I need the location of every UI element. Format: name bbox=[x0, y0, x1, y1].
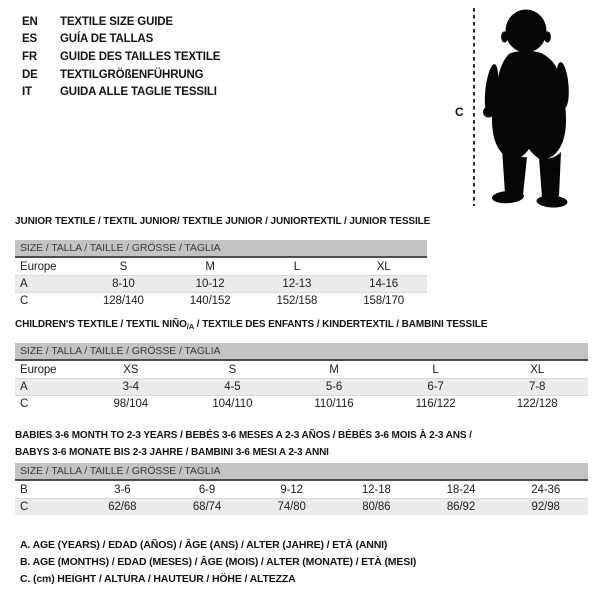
table-cell: 110/116 bbox=[314, 398, 354, 410]
size-header-bar: SIZE / TALLA / TAILLE / GRÖSSE / TAGLIA bbox=[15, 343, 588, 361]
row-label: Europe bbox=[20, 363, 57, 376]
language-label: TEXTILE SIZE GUIDE bbox=[60, 15, 173, 28]
language-code: IT bbox=[22, 86, 32, 99]
dashed-line-icon bbox=[473, 8, 475, 206]
footnotes: A. AGE (YEARS) / EDAD (AÑOS) / ÂGE (ANS)… bbox=[20, 537, 416, 588]
table-cell: 122/128 bbox=[516, 398, 558, 410]
table-cell: S bbox=[228, 363, 237, 376]
table-cell: M bbox=[205, 260, 215, 273]
table-cell: M bbox=[329, 363, 339, 376]
table-cell: 6-7 bbox=[427, 381, 444, 393]
children-title-post: / TEXTILE DES ENFANTS / KINDERTEXTIL / B… bbox=[194, 319, 488, 330]
table-row: Europe XS S M L XL bbox=[15, 361, 588, 378]
babies-size-table: SIZE / TALLA / TAILLE / GRÖSSE / TAGLIA … bbox=[15, 463, 588, 515]
junior-size-table: SIZE / TALLA / TAILLE / GRÖSSE / TAGLIA … bbox=[15, 240, 427, 309]
babies-title-line1: BABIES 3-6 MONTH TO 2-3 YEARS / BEBÉS 3-… bbox=[15, 430, 472, 441]
table-cell: 14-16 bbox=[369, 278, 399, 290]
language-row: EN TEXTILE SIZE GUIDE bbox=[22, 13, 220, 31]
table-row: C 98/104 104/110 110/116 116/122 122/128 bbox=[15, 395, 588, 412]
table-cell: 74/80 bbox=[277, 501, 306, 513]
table-cell: 68/74 bbox=[192, 501, 222, 513]
table-cell: L bbox=[293, 260, 301, 273]
language-code: FR bbox=[22, 50, 38, 63]
children-size-table: SIZE / TALLA / TAILLE / GRÖSSE / TAGLIA … bbox=[15, 343, 588, 412]
children-title-subscript: /A bbox=[186, 322, 195, 331]
table-cell: 24-36 bbox=[531, 483, 561, 496]
table-cell: XL bbox=[376, 260, 391, 273]
babies-title-line2: BABYS 3-6 MONATE BIS 2-3 JAHRE / BAMBINI… bbox=[15, 447, 329, 458]
language-code: EN bbox=[22, 15, 38, 28]
language-legend: EN TEXTILE SIZE GUIDE ES GUÍA DE TALLAS … bbox=[22, 13, 220, 101]
row-label: A bbox=[20, 381, 28, 393]
row-label: Europe bbox=[20, 260, 57, 273]
table-row: A 8-10 10-12 12-13 14-16 bbox=[15, 275, 427, 292]
size-header-bar: SIZE / TALLA / TAILLE / GRÖSSE / TAGLIA bbox=[15, 240, 427, 258]
language-code: DE bbox=[22, 68, 38, 81]
table-cell: 8-10 bbox=[112, 278, 135, 290]
footnote-a: A. AGE (YEARS) / EDAD (AÑOS) / ÂGE (ANS)… bbox=[20, 539, 388, 551]
table-cell: 140/152 bbox=[189, 295, 231, 307]
table-cell: 104/110 bbox=[212, 398, 253, 410]
table-cell: S bbox=[119, 260, 128, 273]
table-cell: L bbox=[432, 363, 439, 376]
table-cell: 152/158 bbox=[276, 295, 318, 307]
row-label: B bbox=[20, 483, 28, 496]
language-label: GUIDE DES TAILLES TEXTILE bbox=[60, 50, 221, 63]
table-row: A 3-4 4-5 5-6 6-7 7-8 bbox=[15, 378, 588, 395]
language-label: GUIDA ALLE TAGLIE TESSILI bbox=[60, 86, 217, 99]
language-label: TEXTILGRÖßENFÜHRUNG bbox=[60, 68, 204, 81]
table-row: C 128/140 140/152 152/158 158/170 bbox=[15, 292, 427, 309]
row-label: C bbox=[20, 398, 29, 410]
table-cell: 4-5 bbox=[224, 381, 241, 393]
table-cell: 5-6 bbox=[325, 381, 343, 393]
table-cell: 158/170 bbox=[363, 295, 405, 307]
table-cell: 6-9 bbox=[198, 483, 216, 496]
table-cell: 3-4 bbox=[122, 381, 139, 393]
row-label: C bbox=[20, 501, 29, 513]
children-section-title: CHILDREN'S TEXTILE / TEXTIL NIÑO/A / TEX… bbox=[15, 319, 488, 331]
footnote-c: C. (cm) HEIGHT / ALTURA / HAUTEUR / HÖHE… bbox=[20, 572, 296, 585]
language-row: DE TEXTILGRÖßENFÜHRUNG bbox=[22, 66, 220, 84]
language-row: FR GUIDE DES TAILLES TEXTILE bbox=[22, 48, 220, 66]
table-row: C 62/68 68/74 74/80 80/86 86/92 92/98 bbox=[15, 498, 588, 515]
row-label: A bbox=[20, 278, 28, 290]
table-row: B 3-6 6-9 9-12 12-18 18-24 24-36 bbox=[15, 481, 588, 498]
table-cell: 9-12 bbox=[280, 483, 303, 496]
table-cell: 116/122 bbox=[415, 398, 456, 410]
table-cell: 3-6 bbox=[114, 483, 131, 496]
table-cell: XL bbox=[530, 363, 545, 376]
row-label: C bbox=[20, 295, 29, 307]
table-row: Europe S M L XL bbox=[15, 258, 427, 275]
babies-section-title: BABIES 3-6 MONTH TO 2-3 YEARS / BEBÉS 3-… bbox=[15, 427, 472, 461]
baby-figure bbox=[481, 8, 581, 213]
language-label: GUÍA DE TALLAS bbox=[60, 33, 154, 46]
table-cell: 10-12 bbox=[195, 278, 225, 290]
table-cell: 86/92 bbox=[446, 501, 476, 513]
table-cell: 92/98 bbox=[531, 501, 560, 513]
height-measure-label: C bbox=[455, 105, 464, 119]
height-measure-line bbox=[472, 8, 476, 211]
language-row: IT GUIDA ALLE TAGLIE TESSILI bbox=[22, 83, 220, 101]
table-cell: 12-18 bbox=[361, 483, 391, 496]
language-code: ES bbox=[22, 33, 38, 46]
table-cell: XS bbox=[123, 363, 139, 376]
size-header-bar: SIZE / TALLA / TAILLE / GRÖSSE / TAGLIA bbox=[15, 463, 588, 481]
table-cell: 18-24 bbox=[446, 483, 476, 496]
junior-section-title: JUNIOR TEXTILE / TEXTIL JUNIOR/ TEXTILE … bbox=[15, 216, 431, 227]
children-title-pre: CHILDREN'S TEXTILE / TEXTIL NIÑO bbox=[15, 319, 187, 330]
table-cell: 98/104 bbox=[113, 398, 149, 410]
table-cell: 12-13 bbox=[282, 278, 312, 290]
baby-silhouette-icon bbox=[483, 9, 569, 208]
footnote-b: B. AGE (MONTHS) / EDAD (MESES) / ÂGE (MO… bbox=[20, 555, 417, 568]
table-cell: 80/86 bbox=[362, 501, 391, 513]
language-row: ES GUÍA DE TALLAS bbox=[22, 31, 220, 49]
table-cell: 7-8 bbox=[529, 381, 546, 393]
table-cell: 128/140 bbox=[102, 295, 144, 307]
table-cell: 62/68 bbox=[108, 501, 137, 513]
